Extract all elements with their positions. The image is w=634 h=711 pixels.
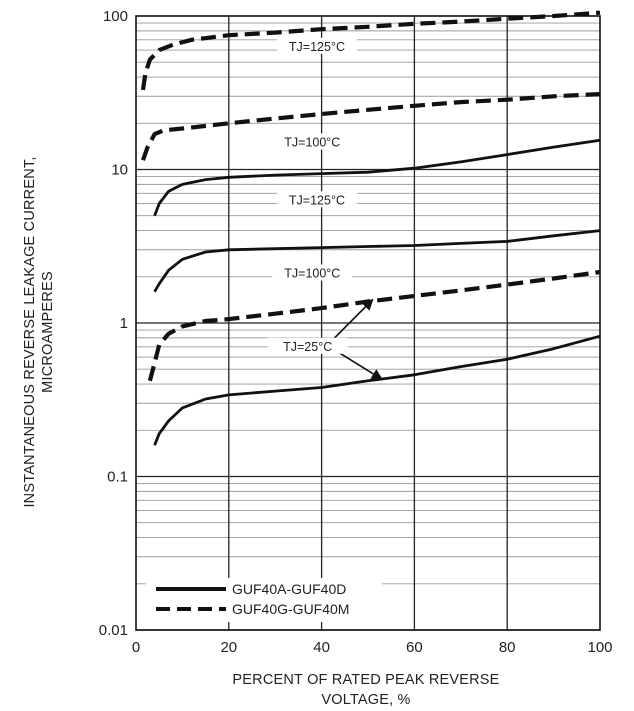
curve-label-3: TJ=100°C xyxy=(284,267,340,281)
curve-annotations: TJ=125°C TJ=100°C TJ=125°C TJ=100°C TJ=25°C xyxy=(267,37,383,380)
annotation-label-background xyxy=(272,264,353,281)
x-tick-label: 20 xyxy=(220,639,237,656)
curve-label-0: TJ=125°C xyxy=(289,40,345,54)
y-tick-label: 100 xyxy=(103,8,128,25)
series-line-0-dashed xyxy=(140,10,601,91)
annotation-label-background xyxy=(276,191,357,208)
series-lines xyxy=(140,10,601,446)
plot-frame xyxy=(135,15,601,631)
y-axis-label-line-1: INSTANTANEOUS REVERSE LEAKAGE CURRENT, xyxy=(22,156,38,507)
curve-label-4: TJ=25°C xyxy=(283,340,332,354)
series-line-2-solid xyxy=(153,138,601,217)
y-axis-label-line-2: MICROAMPERES xyxy=(40,271,56,393)
annotation-label-background xyxy=(272,133,353,150)
series-line-3-solid xyxy=(153,229,601,293)
annotation-arrow xyxy=(329,298,374,344)
series-line-5-solid xyxy=(153,334,601,446)
x-axis-label-line-1: PERCENT OF RATED PEAK REVERSE xyxy=(232,672,499,688)
x-tick-label: 80 xyxy=(499,639,516,656)
annotation-label-background xyxy=(276,37,357,54)
grid-lines xyxy=(136,16,600,631)
tick-labels: 0.01 0.1 1 10 100 0 20 40 60 80 100 xyxy=(99,8,613,656)
series-line-4-dashed xyxy=(147,269,601,382)
x-tick-label: 0 xyxy=(132,639,140,656)
series-line-1-dashed xyxy=(141,92,601,161)
legend-entry-dashed: GUF40G-GUF40M xyxy=(232,601,349,617)
y-tick-label: 1 xyxy=(120,315,128,332)
curve-label-1: TJ=100°C xyxy=(284,135,340,149)
y-tick-label: 0.01 xyxy=(99,622,128,639)
y-tick-label: 10 xyxy=(111,162,128,179)
x-axis-label-line-2: VOLTAGE, % xyxy=(321,692,410,708)
x-tick-label: 60 xyxy=(406,639,423,656)
y-tick-label: 0.1 xyxy=(107,469,128,486)
x-tick-label: 40 xyxy=(313,639,330,656)
legend: GUF40A-GUF40D GUF40G-GUF40M xyxy=(146,578,382,622)
curve-label-2: TJ=125°C xyxy=(289,193,345,207)
legend-background xyxy=(146,578,382,622)
x-tick-label: 100 xyxy=(587,639,612,656)
annotation-arrow xyxy=(337,351,383,380)
legend-entry-solid: GUF40A-GUF40D xyxy=(232,581,346,597)
annotation-label-background xyxy=(267,337,348,354)
